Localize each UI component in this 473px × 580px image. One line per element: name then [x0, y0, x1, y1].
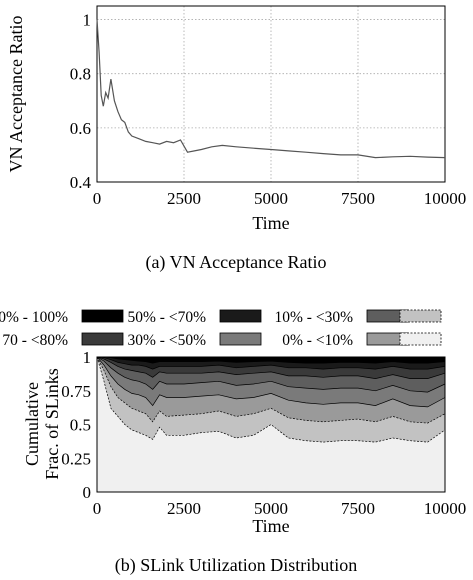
y-tick-label: 0	[83, 483, 92, 502]
area-boundary	[97, 356, 446, 364]
area-boundary	[96, 356, 446, 370]
x-tick-label: 7500	[341, 499, 375, 518]
legend-item: 50% - <70%	[128, 309, 262, 326]
legend-b: 80% - 100% 50% - <70% 10% - <30% 70 - <80% 3…	[0, 309, 442, 349]
legend-item: 30% - <50%	[128, 332, 262, 349]
y-tick-label: 1	[83, 348, 92, 367]
x-tick-label: 5000	[254, 499, 288, 518]
y-tick-label: 0.6	[70, 119, 91, 138]
x-axis-label-a: Time	[252, 213, 289, 233]
chart-acceptance-ratio: 0 2500 5000 7500 10000 0.4 0.6 0.8 1 Time VN Acc…	[6, 5, 467, 273]
caption-b: (b) SLink Utilization Distribution	[115, 555, 357, 576]
area-band	[97, 357, 445, 492]
ticks-a: 0 2500 5000 7500 10000 0.4 0.6 0.8 1	[70, 11, 467, 208]
plot-frame-a	[96, 5, 446, 183]
stacked-areas-b	[96, 356, 446, 492]
y-axis-label-a: VN Acceptance Ratio	[6, 16, 26, 173]
caption-a: (a) VN Acceptance Ratio	[145, 252, 326, 273]
x-tick-label: 2500	[167, 189, 201, 208]
x-tick-label: 10000	[424, 189, 467, 208]
legend-label: 80% - 100%	[0, 309, 68, 326]
legend-item	[399, 309, 442, 323]
legend-item: 70 - <80%	[2, 332, 124, 349]
legend-label: 30% - <50%	[128, 332, 207, 349]
x-axis-label-b: Time	[252, 516, 289, 536]
x-tick-label: 7500	[341, 189, 375, 208]
legend-item	[399, 332, 442, 346]
chart-slink-utilization: 80% - 100% 50% - <70% 10% - <30% 70 - <80% 3…	[0, 309, 466, 576]
y-axis-label-b-line2: Frac. of SLinks	[42, 368, 62, 480]
y-tick-label: 0.25	[61, 449, 91, 468]
ticks-b: 0 2500 5000 7500 10000 0 0.25 0.5 0.75 1	[61, 348, 466, 518]
legend-item: 80% - 100%	[0, 309, 124, 326]
y-tick-label: 0.4	[70, 173, 92, 192]
area-boundary	[96, 356, 446, 424]
plot-frame-b	[96, 356, 446, 493]
x-tick-label: 10000	[424, 499, 467, 518]
y-tick-label: 0.8	[70, 65, 91, 84]
y-tick-label: 0.5	[70, 416, 91, 435]
legend-label: 70 - <80%	[2, 332, 68, 349]
legend-swatch	[219, 309, 262, 323]
area-boundary	[96, 356, 446, 393]
legend-label: 0% - <10%	[282, 332, 353, 349]
legend-swatch	[219, 332, 262, 346]
y-tick-label: 0.75	[61, 382, 91, 401]
x-tick-label: 0	[93, 499, 102, 518]
x-tick-label: 2500	[167, 499, 201, 518]
legend-swatch	[81, 309, 124, 323]
area-boundary	[96, 356, 446, 443]
series-acceptance-ratio-line	[96, 19, 446, 159]
legend-label: 50% - <70%	[128, 309, 207, 326]
area-boundary	[96, 356, 446, 408]
legend-label: 10% - <30%	[275, 309, 354, 326]
legend-swatch	[81, 332, 124, 346]
legend-swatch	[399, 309, 442, 323]
area-boundary	[96, 356, 446, 379]
legend-item: 10% - <30%	[275, 309, 409, 326]
x-tick-label: 0	[93, 189, 102, 208]
grid-a	[97, 6, 445, 182]
legend-swatch	[399, 332, 442, 346]
legend-item: 0% - <10%	[282, 332, 409, 349]
y-axis-label-b-line1: Cumulative	[22, 382, 42, 466]
y-tick-label: 1	[83, 11, 92, 30]
x-tick-label: 5000	[254, 189, 288, 208]
